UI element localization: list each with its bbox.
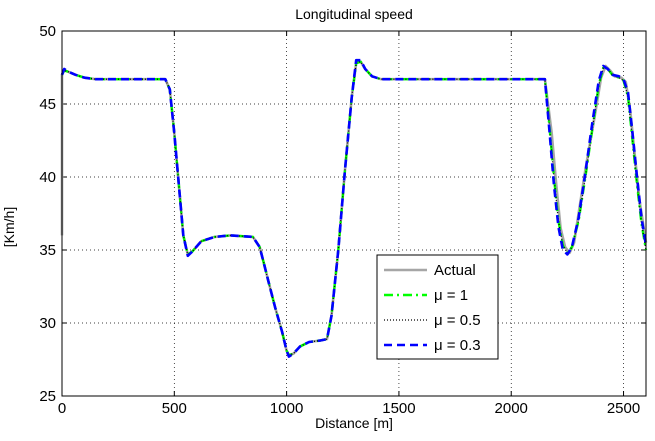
x-axis-label: Distance [m] [315,415,393,431]
x-tick-label: 1500 [382,400,415,417]
x-tick-label: 0 [58,400,66,417]
chart-title: Longitudinal speed [295,6,413,22]
y-tick-label: 35 [39,242,56,259]
plot-frame [61,30,647,397]
series-line-0 [60,60,648,357]
legend-box [376,254,499,360]
grid [61,30,646,397]
legend-label: Actual [434,262,476,279]
legend: Actual μ = 1 μ = 0.5 μ = 0.3 [376,254,499,360]
series-line-2 [61,61,647,356]
y-tick-label: 45 [39,96,56,113]
y-tick-label: 50 [39,23,56,40]
series-line-3 [60,58,648,358]
plot-lines [60,58,648,358]
y-tick-label: 40 [39,169,56,186]
x-tick-label: 500 [162,400,187,417]
y-axis-label: [Km/h] [1,207,17,247]
y-tick-labels: 25 30 35 40 45 50 [39,23,56,405]
y-tick-label: 25 [39,388,56,405]
legend-label: μ = 1 [434,287,468,304]
x-tick-label: 2500 [607,400,640,417]
y-tick-label: 30 [39,315,56,332]
legend-label: μ = 0.3 [434,337,481,354]
x-tick-labels: 0 500 1000 1500 2000 2500 [58,400,640,417]
legend-label: μ = 0.5 [434,312,481,329]
x-tick-label: 1000 [270,400,303,417]
x-tick-label: 2000 [495,400,528,417]
